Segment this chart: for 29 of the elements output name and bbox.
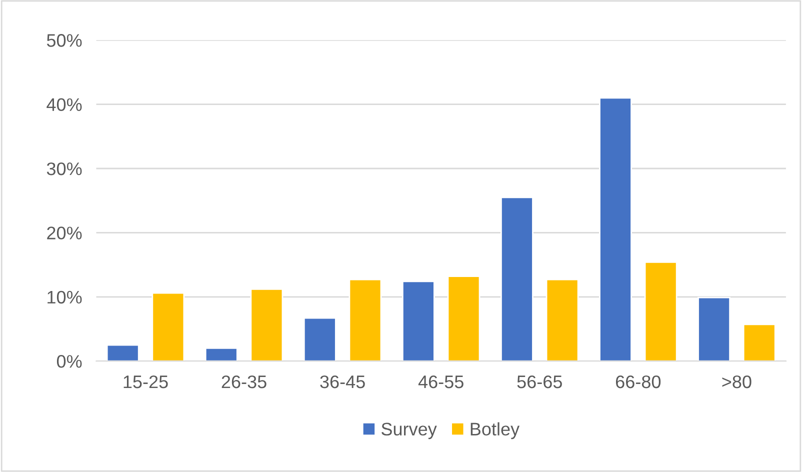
bar — [204, 348, 238, 362]
y-tick-label: 20% — [47, 226, 82, 240]
bar — [742, 324, 776, 362]
bar — [402, 280, 435, 362]
bar — [447, 276, 480, 362]
bar — [599, 97, 632, 362]
bar — [348, 278, 382, 362]
y-tick-label: 10% — [48, 290, 82, 304]
bar — [500, 196, 534, 362]
y-tick-label: 50% — [46, 34, 82, 47]
y-tick-label: 30% — [46, 162, 82, 176]
bar — [106, 344, 140, 362]
y-tick-label: 40% — [46, 98, 82, 112]
x-tick-label: >80 — [722, 375, 752, 388]
bar — [698, 296, 730, 362]
x-tick-label: 66-80 — [616, 375, 661, 388]
y-tick-label: 0% — [56, 355, 82, 368]
x-tick-label: 46-55 — [418, 375, 464, 388]
legend-label: Survey — [382, 422, 437, 440]
x-tick-label: 15-25 — [124, 375, 168, 388]
legend-label: Botley — [470, 422, 520, 440]
x-tick-label: 36-45 — [320, 375, 365, 388]
x-tick-label: 26-35 — [222, 375, 266, 388]
x-tick-label: 56-65 — [517, 375, 562, 388]
bar — [644, 262, 678, 362]
bar — [546, 278, 579, 362]
bar — [303, 317, 336, 362]
bar — [152, 292, 185, 362]
bar — [250, 288, 284, 362]
